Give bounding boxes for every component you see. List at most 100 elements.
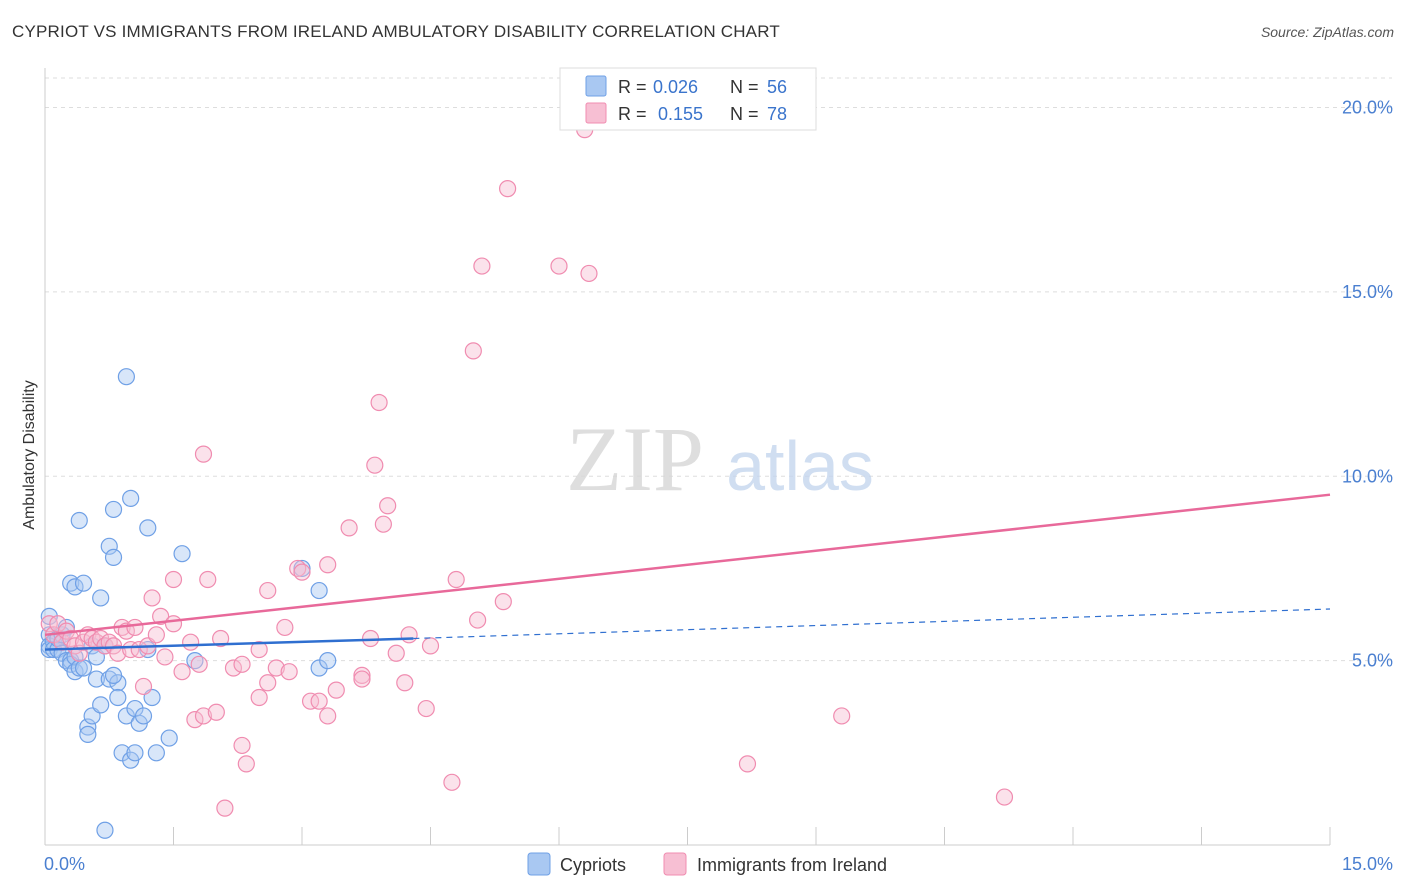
ireland-point bbox=[469, 611, 487, 629]
y-tick-labels: 5.0% 10.0% 15.0% 20.0% bbox=[1342, 98, 1393, 671]
ireland-point bbox=[186, 711, 204, 729]
ireland-point bbox=[267, 659, 285, 677]
ireland-point bbox=[216, 799, 234, 817]
cypriots-point bbox=[87, 670, 106, 688]
cypriots-point bbox=[100, 537, 118, 555]
ireland-point bbox=[156, 648, 174, 666]
axes bbox=[44, 68, 1331, 846]
ireland-point bbox=[494, 593, 512, 611]
cypriots-point bbox=[70, 659, 88, 677]
ireland-point bbox=[293, 563, 311, 581]
cypriots-point bbox=[74, 574, 93, 592]
cypriots-point bbox=[92, 696, 110, 714]
ireland-point bbox=[833, 707, 851, 725]
ireland-point bbox=[259, 674, 277, 692]
legend-swatch-cypriots bbox=[527, 852, 551, 876]
ireland-point bbox=[319, 707, 337, 725]
trend-lines bbox=[44, 493, 1331, 651]
ireland-point bbox=[396, 674, 414, 692]
ireland-point bbox=[340, 519, 358, 537]
source-label: Source: ZipAtlas.com bbox=[1260, 24, 1394, 40]
stats-legend-n-value-cypriots: 56 bbox=[767, 77, 787, 97]
cypriots-point bbox=[147, 744, 165, 762]
stats-legend-n-value-ireland: 78 bbox=[767, 104, 787, 124]
ireland-point bbox=[353, 666, 371, 684]
ireland-point bbox=[134, 677, 153, 696]
stats-legend-r-value-ireland: 0.155 bbox=[658, 104, 703, 124]
ireland-point bbox=[473, 257, 491, 275]
cypriots-point bbox=[96, 821, 114, 839]
ireland-point bbox=[250, 640, 268, 659]
ireland-point bbox=[194, 707, 213, 725]
ireland-trend-line bbox=[44, 493, 1331, 637]
legend-label-cypriots: Cypriots bbox=[560, 855, 626, 875]
y-axis-label: Ambulatory Disability bbox=[21, 380, 38, 529]
ireland-point bbox=[387, 644, 405, 662]
ireland-point bbox=[310, 692, 328, 710]
ireland-point bbox=[233, 736, 251, 755]
ireland-point bbox=[353, 670, 371, 688]
ireland-point bbox=[379, 497, 397, 515]
stats-legend-swatch-ireland bbox=[585, 102, 607, 124]
ireland-point bbox=[580, 264, 598, 283]
legend-swatch-ireland bbox=[663, 852, 687, 876]
ireland-point bbox=[237, 755, 255, 773]
cypriots-point bbox=[92, 589, 110, 607]
ireland-point bbox=[147, 626, 165, 644]
ireland-point bbox=[173, 663, 191, 681]
legend-label-ireland: Immigrants from Ireland bbox=[697, 855, 887, 875]
ireland-point bbox=[164, 570, 183, 589]
ireland-point bbox=[109, 644, 127, 662]
cypriots-point bbox=[104, 500, 123, 519]
ireland-point bbox=[233, 655, 251, 673]
cypriots-trend-line bbox=[44, 637, 414, 651]
ireland-point bbox=[374, 515, 392, 533]
x-tick-label: 15.0% bbox=[1342, 854, 1393, 874]
cypriots-point bbox=[310, 581, 328, 600]
ireland-point bbox=[276, 618, 294, 637]
cypriots-point bbox=[74, 659, 93, 677]
ireland-point bbox=[152, 607, 170, 625]
stats-legend-swatch-cypriots bbox=[585, 75, 607, 97]
cypriots-point bbox=[134, 707, 153, 725]
stats-legend-r-label-cypriots: R = bbox=[618, 77, 647, 97]
x-tick-label: 0.0% bbox=[44, 854, 85, 874]
ireland-point bbox=[366, 456, 384, 474]
cypriots-point bbox=[104, 666, 123, 684]
ireland-point bbox=[421, 637, 440, 655]
ireland-point bbox=[319, 556, 337, 574]
y-tick-label: 5.0% bbox=[1352, 651, 1393, 671]
ireland-point bbox=[143, 589, 161, 607]
cypriots-point bbox=[293, 559, 311, 578]
cypriots-point bbox=[104, 548, 123, 566]
watermark: ZIP atlas bbox=[566, 408, 874, 510]
ireland-point bbox=[126, 618, 144, 637]
watermark-zip: ZIP bbox=[566, 408, 704, 510]
watermark-atlas: atlas bbox=[726, 427, 874, 505]
ireland-point bbox=[190, 655, 208, 673]
ireland-point bbox=[417, 699, 435, 718]
ireland-point bbox=[499, 180, 517, 198]
ireland-point bbox=[182, 633, 200, 651]
cypriots-point bbox=[79, 725, 97, 743]
ireland-point bbox=[443, 773, 461, 791]
ireland-point bbox=[207, 703, 225, 721]
cypriots-point bbox=[117, 368, 135, 386]
ireland-point bbox=[995, 788, 1014, 806]
ireland-point bbox=[199, 570, 217, 589]
cypriots-trend-extension bbox=[413, 608, 1331, 640]
cypriots-point bbox=[173, 545, 191, 563]
ireland-point bbox=[250, 688, 268, 707]
series-ireland-points bbox=[40, 121, 1014, 817]
ireland-point bbox=[738, 755, 757, 773]
ireland-point bbox=[224, 659, 243, 677]
stats-legend: R = 0.026 N = 56 R = 0.155 N = 78 bbox=[559, 67, 817, 131]
cypriots-point bbox=[126, 744, 144, 762]
chart-title: CYPRIOT VS IMMIGRANTS FROM IRELAND AMBUL… bbox=[12, 22, 780, 41]
ireland-point bbox=[280, 663, 298, 681]
y-tick-label: 15.0% bbox=[1342, 282, 1393, 302]
cypriots-point bbox=[160, 729, 178, 747]
cypriots-point bbox=[139, 519, 157, 537]
cypriots-point bbox=[109, 688, 127, 707]
stats-legend-n-label-cypriots: N = bbox=[730, 77, 759, 97]
